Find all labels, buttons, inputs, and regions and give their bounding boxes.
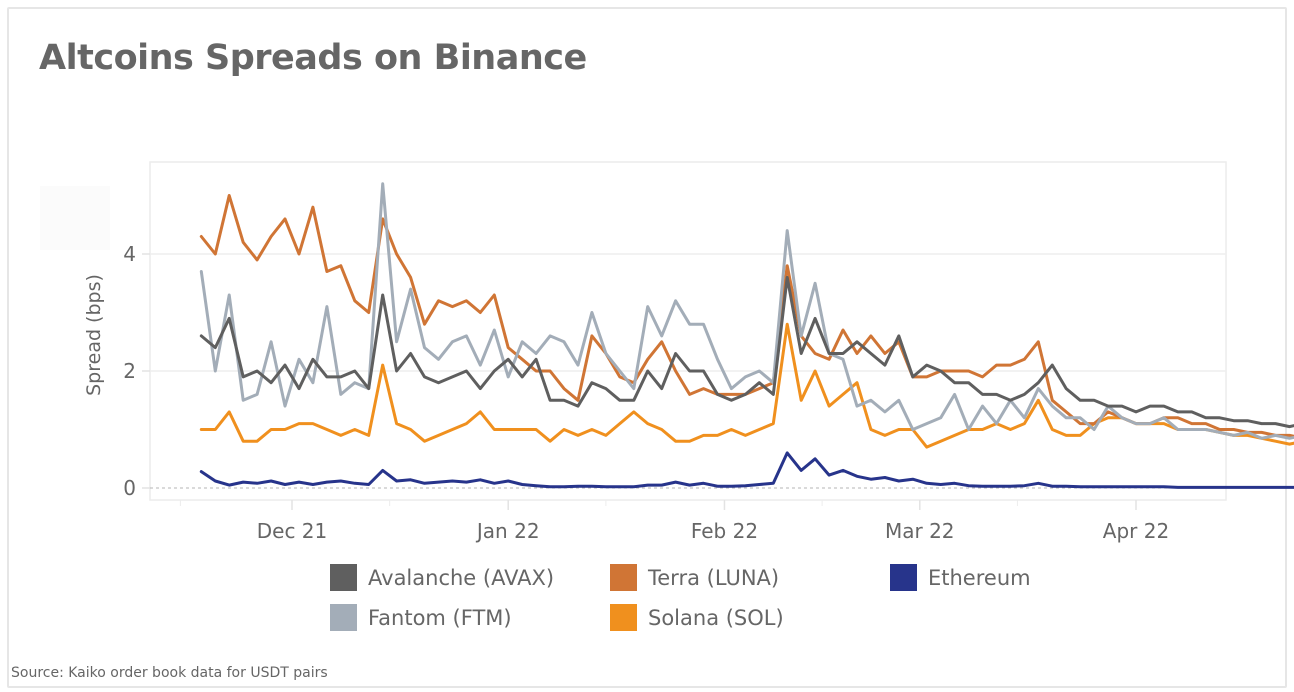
legend-swatch — [330, 564, 357, 591]
legend-item-ftm[interactable]: Fantom (FTM) — [330, 604, 512, 631]
y-tick-label: 2 — [123, 359, 136, 383]
placeholder-box — [40, 186, 110, 250]
legend-swatch — [890, 564, 917, 591]
x-tick-label: Dec 21 — [257, 519, 328, 543]
y-axis-label: Spread (bps) — [83, 274, 105, 396]
axes: 0 2 4 Dec 21 Jan 22 Feb 22 Mar 22 Apr 22 — [123, 242, 1169, 543]
x-tick-label: Mar 22 — [885, 519, 955, 543]
x-tick-label: Apr 22 — [1103, 519, 1169, 543]
legend-label: Avalanche (AVAX) — [368, 565, 555, 590]
chart-title: Altcoins Spreads on Binance — [39, 38, 587, 78]
series-group — [199, 182, 1294, 489]
plot-border — [149, 161, 1227, 501]
legend-item-sol[interactable]: Solana (SOL) — [610, 604, 784, 631]
y-tick-label: 4 — [123, 242, 136, 266]
series-line-terra-luna — [199, 194, 1294, 438]
legend-item-avax[interactable]: Avalanche (AVAX) — [330, 564, 554, 591]
legend-item-ethereum[interactable]: Ethereum — [890, 564, 1031, 591]
legend-swatch — [330, 604, 357, 631]
series-line-fantom-ftm — [199, 182, 1294, 440]
legend-item-luna[interactable]: Terra (LUNA) — [610, 564, 779, 591]
legend-label: Terra (LUNA) — [648, 565, 780, 590]
series-line-avalanche-avax — [199, 275, 1294, 429]
legend-swatch — [610, 564, 637, 591]
x-tick-label: Jan 22 — [475, 519, 540, 543]
legend-label: Solana (SOL) — [648, 605, 784, 630]
legend-label: Ethereum — [928, 565, 1031, 590]
legend-swatch — [610, 604, 637, 631]
legend-label: Fantom (FTM) — [368, 605, 512, 630]
source-note: Source: Kaiko order book data for USDT p… — [11, 665, 328, 681]
x-tick-label: Feb 22 — [691, 519, 758, 543]
y-tick-label: 0 — [123, 476, 136, 500]
series-line-ethereum — [199, 451, 1294, 489]
